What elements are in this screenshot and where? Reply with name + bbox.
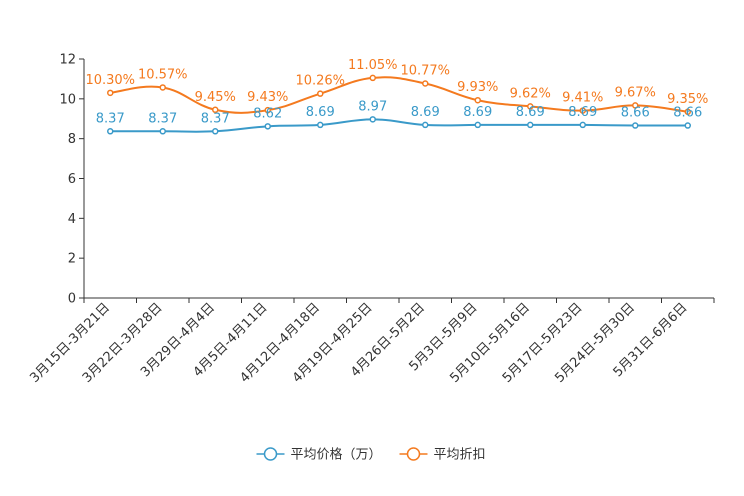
data-point[interactable] bbox=[684, 122, 691, 129]
data-point[interactable] bbox=[422, 121, 429, 129]
data-point[interactable] bbox=[579, 121, 586, 129]
y-tick-label: 6 bbox=[68, 172, 76, 187]
data-label: 9.45% bbox=[195, 90, 236, 105]
data-label: 8.69 bbox=[463, 105, 492, 120]
series-1 bbox=[107, 116, 691, 135]
data-label: 8.69 bbox=[306, 105, 335, 120]
data-label: 10.30% bbox=[85, 73, 135, 88]
data-label: 10.77% bbox=[400, 63, 450, 78]
data-point[interactable] bbox=[369, 74, 376, 82]
data-label: 9.67% bbox=[615, 85, 656, 100]
data-label: 9.41% bbox=[562, 91, 603, 106]
data-point[interactable] bbox=[264, 106, 271, 114]
data-label: 8.66 bbox=[621, 106, 650, 121]
legend-label: 平均折扣 bbox=[434, 448, 486, 463]
series-2 bbox=[107, 74, 691, 116]
data-point[interactable] bbox=[632, 122, 639, 129]
data-point[interactable] bbox=[107, 128, 114, 135]
data-label: 11.05% bbox=[348, 58, 398, 73]
data-point[interactable] bbox=[474, 121, 481, 129]
data-label: 8.66 bbox=[673, 106, 702, 121]
y-tick-label: 4 bbox=[68, 212, 76, 227]
data-point[interactable] bbox=[317, 90, 324, 97]
y-tick-label: 10 bbox=[59, 92, 76, 107]
data-label: 9.62% bbox=[510, 86, 551, 101]
data-label: 8.37 bbox=[201, 111, 230, 126]
data-label: 8.37 bbox=[96, 111, 125, 126]
data-point[interactable] bbox=[527, 103, 534, 110]
data-point[interactable] bbox=[684, 108, 691, 116]
data-point[interactable] bbox=[159, 84, 166, 91]
data-label: 8.97 bbox=[358, 99, 387, 114]
data-point[interactable] bbox=[107, 89, 114, 97]
data-label: 8.69 bbox=[411, 105, 440, 120]
series-layer bbox=[107, 74, 691, 135]
legend[interactable]: 平均价格（万） 平均折扣 bbox=[256, 447, 486, 463]
data-label: 10.57% bbox=[138, 67, 188, 82]
data-label: 8.69 bbox=[568, 105, 597, 120]
data-label: 8.69 bbox=[516, 105, 545, 120]
y-tick-label: 2 bbox=[68, 252, 76, 267]
data-point[interactable] bbox=[212, 128, 219, 135]
data-label: 9.43% bbox=[247, 90, 288, 105]
legend-item-1[interactable]: 平均价格（万） bbox=[256, 447, 382, 463]
data-point[interactable] bbox=[264, 123, 271, 130]
data-point[interactable] bbox=[369, 116, 376, 123]
data-point[interactable] bbox=[579, 107, 586, 114]
legend-circle-icon bbox=[406, 447, 421, 461]
data-point[interactable] bbox=[317, 121, 324, 129]
legend-circle-icon bbox=[263, 447, 278, 461]
data-point[interactable] bbox=[527, 121, 534, 129]
data-point[interactable] bbox=[474, 96, 481, 104]
data-point[interactable] bbox=[422, 80, 429, 87]
data-labels: 8.37 8.37 8.37 8.62 8.69 8.97 8.69 8.69 8.69 8.69… bbox=[85, 58, 708, 126]
data-point[interactable] bbox=[159, 128, 166, 135]
data-label: 9.93% bbox=[457, 80, 498, 95]
legend-item-2[interactable]: 平均折扣 bbox=[399, 447, 486, 463]
data-point[interactable] bbox=[632, 102, 639, 109]
series-line bbox=[110, 76, 688, 114]
series-line bbox=[110, 118, 688, 133]
y-tick-label: 8 bbox=[68, 132, 76, 147]
data-label: 8.62 bbox=[253, 106, 282, 121]
data-point[interactable] bbox=[212, 106, 219, 114]
y-tick-label: 0 bbox=[68, 292, 76, 307]
data-label: 10.26% bbox=[295, 74, 345, 89]
data-label: 8.37 bbox=[148, 111, 177, 126]
y-tick-label: 12 bbox=[59, 53, 76, 68]
legend-label: 平均价格（万） bbox=[291, 447, 382, 463]
data-label: 9.35% bbox=[667, 92, 708, 107]
